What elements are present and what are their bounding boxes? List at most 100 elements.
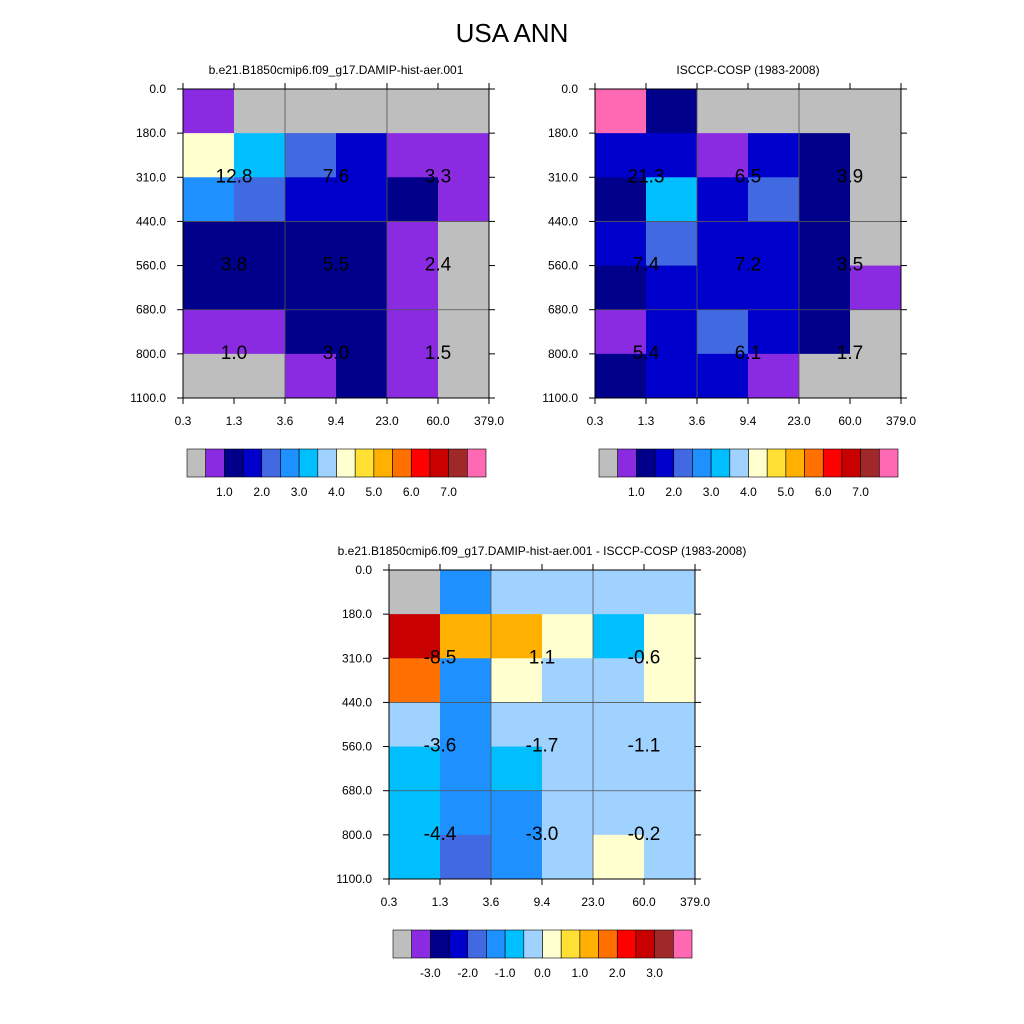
heatmap-cell (644, 658, 696, 703)
heatmap-cell (595, 133, 647, 178)
colorbar-swatch (841, 448, 861, 478)
colorbar-label: 5.0 (778, 485, 795, 499)
colorbar-swatch (766, 448, 787, 478)
heatmap-cell (542, 702, 594, 748)
colorbar-label: 3.0 (291, 485, 308, 499)
heatmap-cell (593, 702, 645, 748)
colorbar-swatch (336, 448, 356, 478)
colorbar-swatch (654, 929, 674, 959)
x-tick-label: 0.3 (587, 414, 604, 428)
colorbar-swatch (280, 448, 300, 478)
heatmap-cell (336, 133, 388, 178)
heatmap-cell (593, 834, 645, 880)
heatmap-cell (336, 309, 388, 355)
colorbar-swatch (523, 929, 543, 959)
box-value-label: 7.2 (735, 255, 761, 276)
heatmap-cell (336, 265, 388, 311)
y-tick-label: 1100.0 (130, 391, 166, 405)
box-value-label: 12.8 (216, 166, 253, 187)
heatmap-cell (646, 265, 698, 311)
heatmap-cell (389, 790, 441, 836)
heatmap-cell (799, 221, 851, 267)
heatmap-cell (542, 614, 594, 659)
box-value-label: 3.5 (837, 255, 863, 276)
x-tick-label: 3.6 (277, 414, 294, 428)
colorbar-label: -3.0 (420, 966, 441, 980)
heatmap-cell (748, 353, 800, 399)
heatmap-cell (799, 353, 851, 399)
box-value-label: 3.0 (323, 343, 349, 364)
colorbar-swatch (860, 448, 880, 478)
heatmap-cell (440, 702, 492, 748)
colorbar-swatch (467, 929, 487, 959)
heatmap-cell (389, 746, 441, 792)
box-value-label: 6.1 (735, 343, 761, 364)
colorbar-swatch (486, 929, 506, 959)
y-tick-label: 180.0 (342, 607, 372, 621)
colorbar-label: 0.0 (534, 966, 551, 980)
heatmap-cell (234, 89, 286, 134)
colorbar-swatch (542, 929, 562, 959)
heatmap-cell (440, 790, 492, 836)
x-tick-label: 379.0 (474, 414, 504, 428)
panel-title: b.e21.B1850cmip6.f09_g17.DAMIP-hist-aer.… (209, 63, 464, 77)
y-tick-label: 440.0 (548, 214, 578, 228)
colorbar-swatch (673, 448, 693, 478)
x-tick-label: 379.0 (886, 414, 916, 428)
box-value-label: -1.1 (628, 736, 661, 757)
box-value-label: -3.0 (526, 824, 559, 845)
colorbar-swatch (635, 929, 655, 959)
x-tick-label: 0.3 (175, 414, 192, 428)
y-tick-label: 180.0 (548, 126, 578, 140)
heatmap-cell (285, 265, 337, 311)
heatmap-cell (440, 614, 492, 659)
x-tick-label: 9.4 (740, 414, 757, 428)
heatmap-cell (799, 133, 851, 178)
heatmap-cell (438, 309, 490, 355)
heatmap-cell (389, 570, 441, 615)
colorbar-swatch (748, 448, 768, 478)
heatmap-cell (595, 309, 647, 355)
y-tick-label: 0.0 (561, 82, 578, 96)
box-value-label: 6.5 (735, 166, 761, 187)
heatmap-cell (440, 834, 492, 880)
heatmap-cell (593, 658, 645, 703)
heatmap-cell (850, 309, 902, 355)
heatmap-cell (542, 790, 594, 836)
box-value-label: 3.3 (425, 166, 451, 187)
heatmap-cell (697, 221, 749, 267)
heatmap-cell (697, 353, 749, 399)
heatmap-cell (183, 177, 235, 222)
heatmap-cell (595, 177, 647, 222)
heatmap-cell (438, 89, 490, 134)
box-value-label: 7.4 (633, 255, 660, 276)
heatmap-cell (183, 89, 235, 134)
x-tick-label: 0.3 (381, 895, 398, 909)
colorbar-swatch (654, 448, 675, 478)
heatmap-cell (387, 265, 439, 311)
heatmap-cell (646, 353, 698, 399)
colorbar-label: 1.0 (628, 485, 645, 499)
colorbar-swatch (710, 448, 731, 478)
y-tick-label: 560.0 (136, 259, 166, 273)
heatmap-cell (387, 353, 439, 399)
x-tick-label: 379.0 (680, 895, 710, 909)
colorbar-swatch (448, 448, 468, 478)
y-tick-label: 310.0 (548, 170, 578, 184)
heatmap-cell (491, 790, 543, 836)
heatmap-cell (285, 309, 337, 355)
x-tick-label: 60.0 (632, 895, 656, 909)
y-tick-label: 0.0 (355, 563, 372, 577)
heatmap-cell (491, 658, 543, 703)
colorbar-swatch (785, 448, 805, 478)
colorbar-label: 2.0 (665, 485, 682, 499)
box-value-label: -8.5 (424, 647, 457, 668)
x-tick-label: 1.3 (638, 414, 655, 428)
heatmap-cell (850, 265, 902, 311)
colorbar-label: 2.0 (609, 966, 626, 980)
heatmap-cell (850, 89, 902, 134)
heatmap-cell (748, 221, 800, 267)
heatmap-cell (183, 309, 235, 355)
heatmap-cell (646, 89, 698, 134)
colorbar-label: 1.0 (572, 966, 589, 980)
